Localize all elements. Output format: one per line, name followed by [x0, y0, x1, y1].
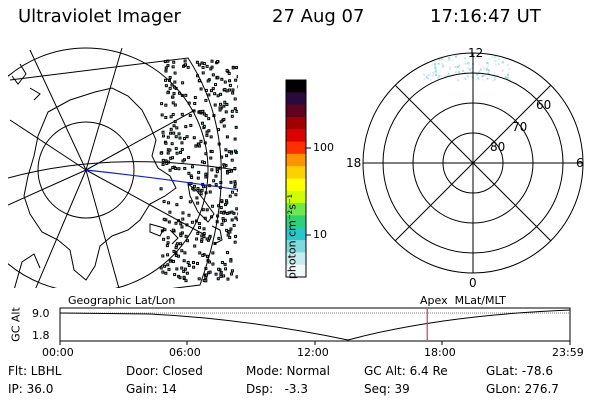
date-label: 27 Aug 07	[272, 6, 365, 27]
x-tick-2359: 23:59	[552, 346, 584, 359]
glon-readout: GLon: 276.7	[486, 382, 559, 396]
gain-readout: Gain: 14	[126, 382, 177, 396]
lat-60-label: 60	[536, 98, 552, 112]
dsp-readout: Dsp: -3.3	[246, 382, 309, 396]
colorbar	[286, 80, 306, 278]
gcalt-readout: GC Alt: 6.4 Re	[364, 364, 448, 378]
x-tick-1200: 12:00	[297, 346, 329, 359]
aurora-emission	[159, 59, 238, 283]
mode-readout: Mode: Normal	[246, 364, 330, 378]
seq-readout: Seq: 39	[364, 382, 410, 396]
x-tick-1800: 18:00	[424, 346, 456, 359]
filter-readout: Flt: LBHL	[8, 364, 62, 378]
mlt-18-label: 18	[346, 156, 362, 170]
lat-70-label: 70	[512, 120, 528, 134]
coastline	[23, 87, 177, 281]
map-boundary	[9, 57, 222, 288]
ip-readout: IP: 36.0	[8, 382, 54, 396]
mlt-12-label: 12	[468, 46, 484, 60]
x-tick-0000: 00:00	[42, 346, 74, 359]
lat-80-label: 80	[490, 140, 506, 154]
alt-axis-label: GC Alt	[9, 307, 23, 342]
x-tick-0600: 06:00	[169, 346, 201, 359]
geographic-label: Geographic Lat/Lon	[68, 294, 176, 307]
mlt-6-label: 6	[576, 156, 584, 170]
glat-readout: GLat: -78.6	[486, 364, 553, 378]
door-readout: Door: Closed	[126, 364, 203, 378]
polar-grid	[362, 52, 584, 274]
apex-label: Apex MLat/MLT	[420, 294, 506, 307]
altitude-curve	[59, 309, 571, 341]
alt-y-bottom: 1.8	[32, 329, 50, 342]
colorbar-tick-10: 10	[313, 228, 327, 241]
time-label: 17:16:47 UT	[430, 6, 541, 27]
satellite-track	[85, 169, 238, 191]
alt-y-top: 9.0	[32, 307, 50, 320]
lat-circle-inner	[37, 121, 135, 219]
lat-circle-outer	[8, 47, 209, 288]
aurora-emission-polar	[422, 55, 511, 82]
instrument-title: Ultraviolet Imager	[18, 6, 181, 27]
mlt-0-label: 0	[469, 276, 477, 290]
colorbar-tick-100: 100	[313, 141, 334, 154]
colorbar-unit-label: photon cm⁻²s⁻¹	[285, 193, 299, 280]
